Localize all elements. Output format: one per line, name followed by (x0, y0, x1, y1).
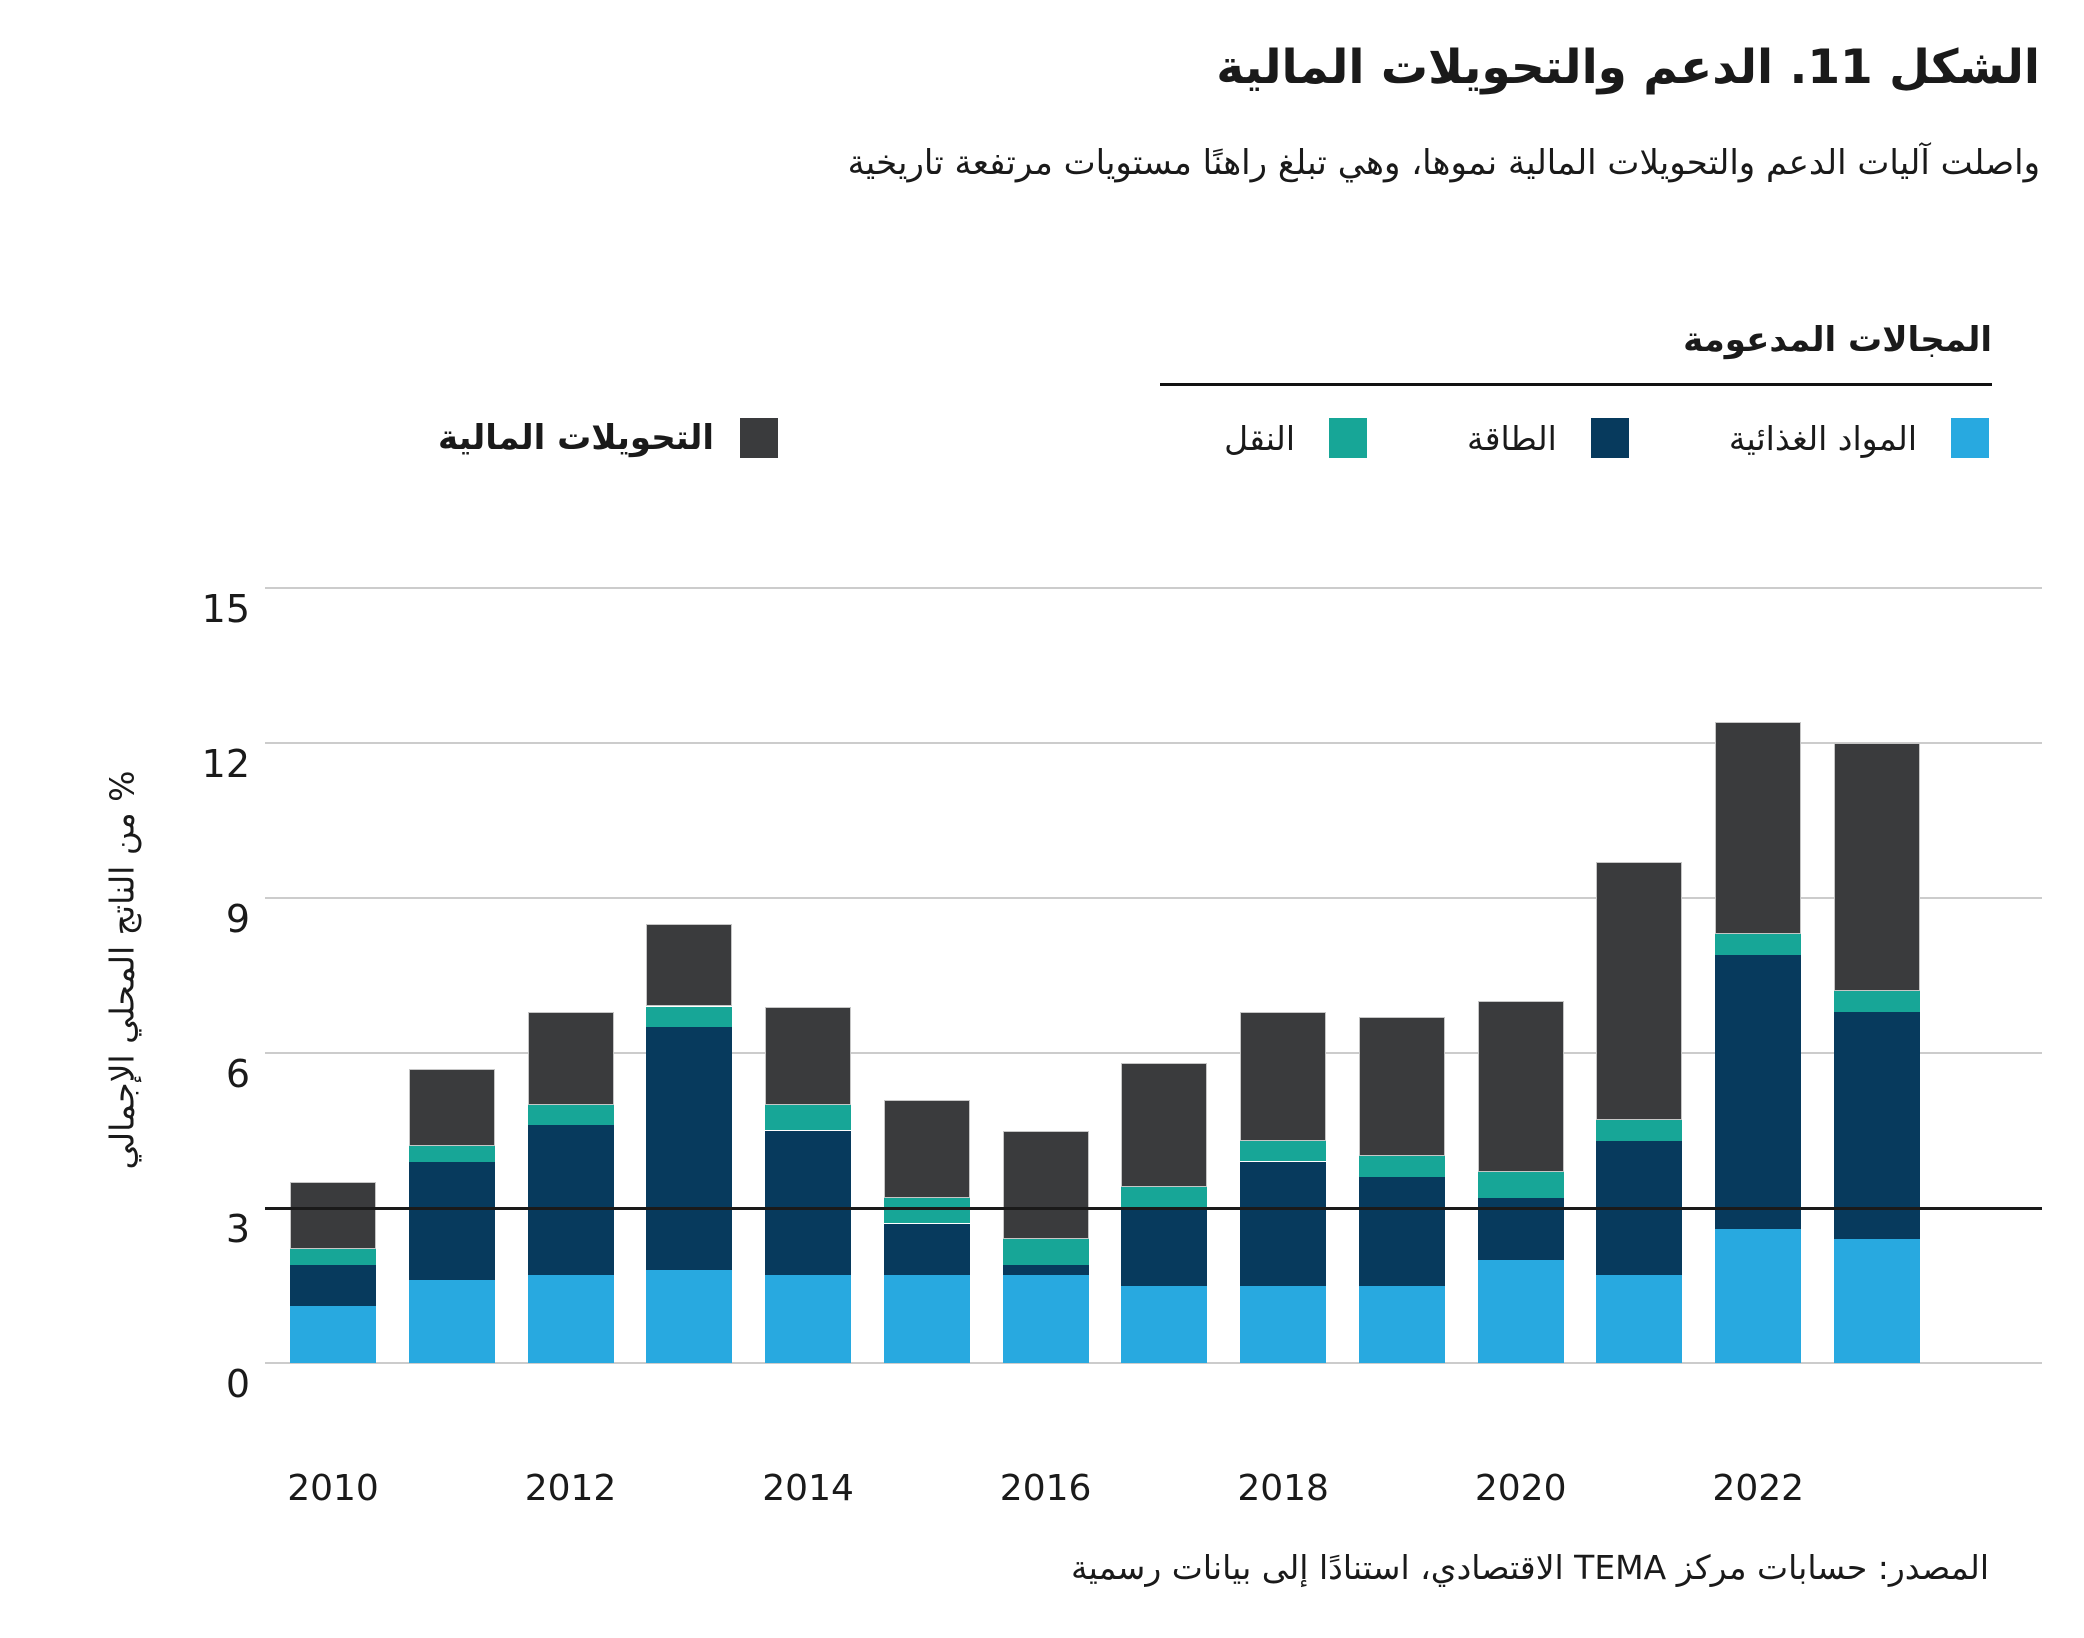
bar-2022-seg-transport (1715, 934, 1802, 955)
bar-2016-seg-transport (1002, 1239, 1089, 1265)
bar-2020-seg-transport (1477, 1171, 1564, 1198)
legend-underline (1160, 383, 1992, 386)
y-tick-label-9: 9 (225, 897, 250, 941)
legend-item-transport: النقل (1224, 418, 1367, 458)
bar-2018-seg-transfers (1240, 1011, 1327, 1141)
bar-2012-seg-transfers (527, 1011, 614, 1105)
legend-label-energy: الطاقة (1467, 418, 1557, 458)
bar-2019-seg-energy (1358, 1177, 1445, 1286)
y-tick-label-3: 3 (225, 1207, 250, 1251)
bar-2023-seg-transport (1834, 991, 1920, 1012)
gridline-6 (265, 1052, 2042, 1054)
legend-item-transfers: التحويلات المالية (438, 418, 778, 458)
source-note: المصدر: حسابات مركز TEMA الاقتصادي، استن… (1070, 1548, 1989, 1587)
bar-2017-seg-food (1121, 1285, 1208, 1363)
gridline-9 (265, 897, 2042, 899)
transport-swatch-icon (1329, 418, 1367, 458)
bar-2021-seg-transfers (1596, 861, 1683, 1121)
bar-2011-seg-transfers (408, 1068, 495, 1146)
x-tick-label-2020: 2020 (1474, 1468, 1567, 1509)
y-tick-label-6: 6 (225, 1052, 250, 1096)
gridline-emphasis-3 (265, 1207, 2042, 1210)
bar-2010-seg-transfers (290, 1182, 376, 1250)
y-tick-label-0: 0 (225, 1362, 250, 1406)
bar-2017-seg-transport (1121, 1187, 1208, 1208)
bar-2019-seg-food (1358, 1285, 1445, 1363)
bar-2012-seg-food (527, 1275, 614, 1363)
energy-swatch-icon (1590, 418, 1629, 458)
legend-item-energy: الطاقة (1467, 418, 1629, 458)
bar-2022-seg-food (1715, 1228, 1802, 1363)
figure-subtitle: واصلت آليات الدعم والتحويلات المالية نمو… (847, 143, 2040, 183)
bar-2012-seg-transport (527, 1104, 614, 1126)
bar-2011-seg-food (408, 1280, 495, 1363)
bar-2010-seg-food (290, 1306, 376, 1363)
gridline-12 (265, 742, 2042, 744)
bar-2015-seg-transport (883, 1197, 970, 1224)
bar-2018-seg-transport (1240, 1140, 1327, 1162)
bar-2022-seg-transfers (1715, 722, 1802, 935)
figure-title: الشكل 11. الدعم والتحويلات المالية (1216, 40, 2040, 95)
bar-2018-seg-food (1240, 1285, 1327, 1363)
bar-2013-seg-energy (646, 1027, 733, 1270)
legend-group-title: المجالات المدعومة (1683, 320, 1992, 360)
bar-2014-seg-transport (765, 1104, 852, 1131)
gridline-15 (265, 587, 2042, 589)
x-tick-label-2010: 2010 (287, 1468, 379, 1509)
bar-2023-seg-food (1834, 1239, 1920, 1363)
food-swatch-icon (1951, 418, 1989, 458)
legend-item-food: المواد الغذائية (1729, 418, 1989, 458)
bar-2015-seg-energy (883, 1223, 970, 1276)
x-tick-label-2022: 2022 (1712, 1468, 1805, 1509)
transfers-swatch-icon (740, 418, 778, 458)
y-tick-label-12: 12 (201, 742, 250, 786)
bar-2010-seg-transport (290, 1249, 376, 1265)
bar-2014-seg-energy (765, 1130, 852, 1276)
bar-2014-seg-transfers (765, 1006, 852, 1105)
bar-2022-seg-energy (1715, 954, 1802, 1229)
bar-2013-seg-food (646, 1270, 733, 1363)
bar-2011-seg-transport (408, 1146, 495, 1162)
legend-supported-areas: المواد الغذائية الطاقة النقل (1224, 418, 1989, 458)
bar-2019-seg-transport (1358, 1156, 1445, 1177)
x-tick-label-2018: 2018 (1237, 1468, 1329, 1509)
bar-2015-seg-food (883, 1275, 970, 1363)
legend-label-transport: النقل (1224, 418, 1295, 458)
legend-label-transfers: التحويلات المالية (438, 418, 714, 458)
bar-2010-seg-energy (290, 1264, 376, 1307)
bar-2018-seg-energy (1240, 1161, 1327, 1286)
gridline-0 (265, 1362, 2042, 1364)
bar-2015-seg-transfers (883, 1099, 970, 1198)
bar-2023-seg-energy (1834, 1011, 1920, 1239)
bar-2023-seg-transfers (1834, 743, 1920, 991)
bar-2013-seg-transfers (646, 923, 733, 1007)
bar-2016-seg-transfers (1002, 1130, 1089, 1239)
bar-2013-seg-transport (646, 1006, 733, 1028)
y-axis-title: % من الناتج المحلي الإجمالي (102, 770, 142, 1170)
bar-2016-seg-food (1002, 1275, 1089, 1363)
x-tick-label-2014: 2014 (762, 1468, 854, 1509)
x-tick-label-2012: 2012 (524, 1468, 617, 1509)
bar-2012-seg-energy (527, 1125, 614, 1276)
bar-2016-seg-energy (1002, 1264, 1089, 1276)
bar-2019-seg-transfers (1358, 1016, 1445, 1157)
bar-2017-seg-transfers (1121, 1063, 1208, 1188)
bar-2021-seg-food (1596, 1275, 1683, 1363)
bar-2017-seg-energy (1121, 1208, 1208, 1286)
x-tick-label-2016: 2016 (999, 1468, 1092, 1509)
plot-area (265, 587, 2042, 1364)
legend-label-food: المواد الغذائية (1728, 418, 1917, 458)
bar-2021-seg-transport (1596, 1120, 1683, 1141)
bar-2014-seg-food (765, 1275, 852, 1363)
bar-2020-seg-transfers (1477, 1001, 1564, 1172)
bar-2011-seg-energy (408, 1161, 495, 1281)
bar-2020-seg-food (1477, 1259, 1564, 1363)
y-tick-label-15: 15 (201, 587, 250, 631)
